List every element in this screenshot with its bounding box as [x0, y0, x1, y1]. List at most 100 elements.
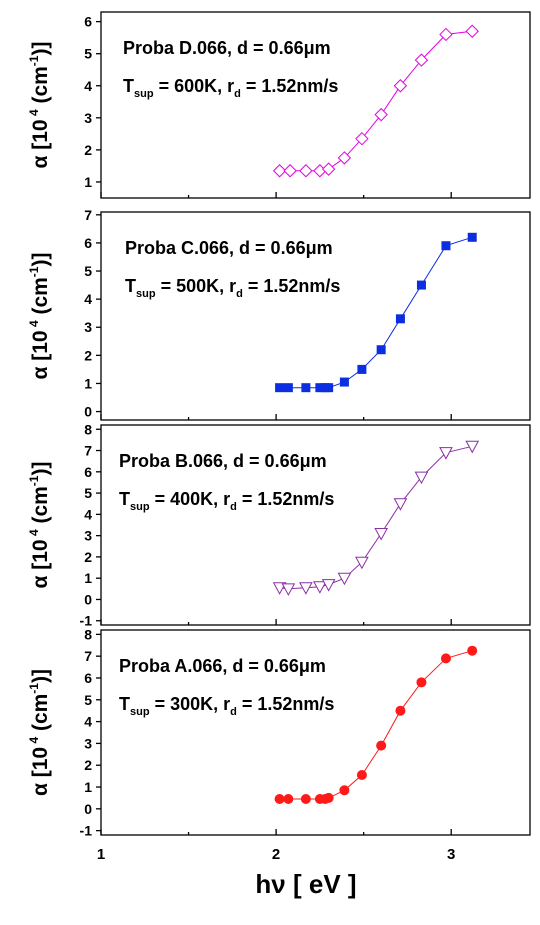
- y-tick-label: 2: [84, 142, 92, 158]
- data-point: [395, 705, 406, 716]
- data-point: [337, 572, 352, 586]
- y-axis-label: α [10 4 (cm-1)]: [27, 669, 52, 796]
- y-tick-label: 1: [84, 570, 92, 586]
- plot-frame: [100, 11, 531, 199]
- data-point: [439, 447, 453, 460]
- panel-title: Proba D.066, d = 0.66μm: [123, 38, 331, 58]
- y-tick-label: 1: [84, 375, 92, 391]
- data-point: [281, 583, 296, 596]
- data-point: [376, 740, 387, 751]
- data-point: [393, 498, 408, 511]
- y-tick-label: 0: [84, 591, 92, 607]
- panel-title: Proba C.066, d = 0.66μm: [125, 238, 333, 258]
- y-tick-label: 2: [84, 757, 92, 773]
- panel-conditions: Tsup = 500K, rd = 1.52nm/s: [125, 276, 340, 300]
- y-tick-label: 5: [84, 692, 92, 708]
- plot-frame: [100, 424, 531, 626]
- x-axis-tick-labels: 1 2 3: [97, 846, 456, 863]
- data-point: [465, 24, 479, 38]
- y-axis-label: α [10 4 (cm-1)]: [27, 462, 52, 589]
- x-tick-label: 3: [447, 846, 455, 863]
- panel-title: Proba A.066, d = 0.66μm: [119, 656, 326, 676]
- panels: 1 2 3 4 5 6 α [10 4 (cm-1)] Proba D.066, d = 0.…: [27, 11, 531, 839]
- data-point: [337, 151, 352, 165]
- y-tick-label: -1: [80, 823, 93, 839]
- data-point: [272, 164, 287, 178]
- y-tick-label: 3: [84, 110, 92, 126]
- data-point: [313, 581, 327, 594]
- data-point: [376, 345, 386, 355]
- x-axis-label: hν [ eV ]: [255, 869, 356, 899]
- data-point: [355, 556, 369, 570]
- data-point: [355, 131, 369, 146]
- y-tick-label: 2: [84, 549, 92, 565]
- y-tick-label: 6: [84, 464, 92, 480]
- panel-title: Proba B.066, d = 0.66μm: [119, 451, 327, 471]
- panel-conditions: Tsup = 300K, rd = 1.52nm/s: [119, 694, 334, 718]
- plot-frame: [100, 211, 531, 421]
- y-tick-label: 0: [84, 404, 92, 420]
- data-point: [299, 582, 313, 595]
- data-point: [275, 383, 285, 393]
- data-point: [339, 785, 350, 796]
- y-tick-label: -1: [80, 613, 93, 629]
- y-tick-label: 5: [84, 485, 92, 501]
- panel-conditions: Tsup = 600K, rd = 1.52nm/s: [123, 76, 338, 100]
- y-tick-label: 3: [84, 528, 92, 544]
- data-point: [357, 364, 367, 374]
- data-point: [283, 383, 293, 393]
- data-point: [324, 383, 334, 393]
- panel-1: 0 1 2 3 4 5 6 7 α [10 4 (cm-1)] Proba C.066, d = …: [27, 207, 531, 421]
- data-point: [339, 377, 349, 387]
- data-point: [315, 383, 325, 393]
- data-point: [440, 653, 451, 664]
- data-point: [416, 677, 427, 688]
- panel-3: -1 0 1 2 3 4 5 6 7 8 α [10 4 (cm-1)] Proba A.066, d…: [27, 626, 531, 839]
- panel-2: -1 0 1 2 3 4 5 6 7 8 α [10 4 (cm-1)] Proba B.066, d…: [27, 421, 531, 629]
- data-point: [439, 27, 453, 42]
- y-tick-label: 8: [84, 421, 92, 437]
- data-point: [272, 582, 287, 595]
- data-point: [374, 528, 389, 541]
- y-tick-label: 6: [84, 235, 92, 251]
- y-axis-label: α [10 4 (cm-1)]: [27, 253, 52, 380]
- y-tick-label: 7: [84, 648, 92, 664]
- y-tick-label: 1: [84, 174, 92, 190]
- data-point: [441, 241, 451, 251]
- data-point: [301, 383, 311, 393]
- data-point: [300, 794, 311, 805]
- y-tick-label: 7: [84, 443, 92, 459]
- y-tick-label: 2: [84, 347, 92, 363]
- data-point: [283, 164, 297, 178]
- y-tick-label: 7: [84, 207, 92, 223]
- y-tick-label: 3: [84, 735, 92, 751]
- panel-conditions: Tsup = 400K, rd = 1.52nm/s: [119, 489, 334, 513]
- data-point: [467, 232, 477, 242]
- data-point: [274, 794, 285, 805]
- y-tick-label: 5: [84, 263, 92, 279]
- data-point: [393, 79, 408, 93]
- panel-0: 1 2 3 4 5 6 α [10 4 (cm-1)] Proba D.066, d = 0.…: [27, 11, 531, 199]
- y-tick-label: 6: [84, 14, 92, 30]
- y-tick-label: 1: [84, 779, 92, 795]
- series-line: [279, 236, 473, 389]
- y-tick-label: 5: [84, 46, 92, 62]
- data-point: [414, 53, 429, 67]
- y-tick-label: 4: [84, 506, 92, 522]
- x-tick-label: 2: [272, 846, 280, 863]
- data-point: [323, 792, 334, 803]
- plot-frame: [100, 629, 531, 836]
- y-tick-label: 4: [84, 291, 92, 307]
- y-tick-label: 8: [84, 626, 92, 642]
- data-point: [374, 107, 388, 122]
- data-point: [321, 162, 336, 176]
- y-tick-label: 4: [84, 78, 92, 94]
- y-tick-label: 4: [84, 714, 92, 730]
- data-point: [321, 579, 336, 592]
- data-point: [283, 794, 294, 805]
- data-point: [299, 164, 313, 178]
- x-tick-label: 1: [97, 846, 105, 863]
- y-tick-label: 0: [84, 801, 92, 817]
- data-point: [465, 440, 480, 454]
